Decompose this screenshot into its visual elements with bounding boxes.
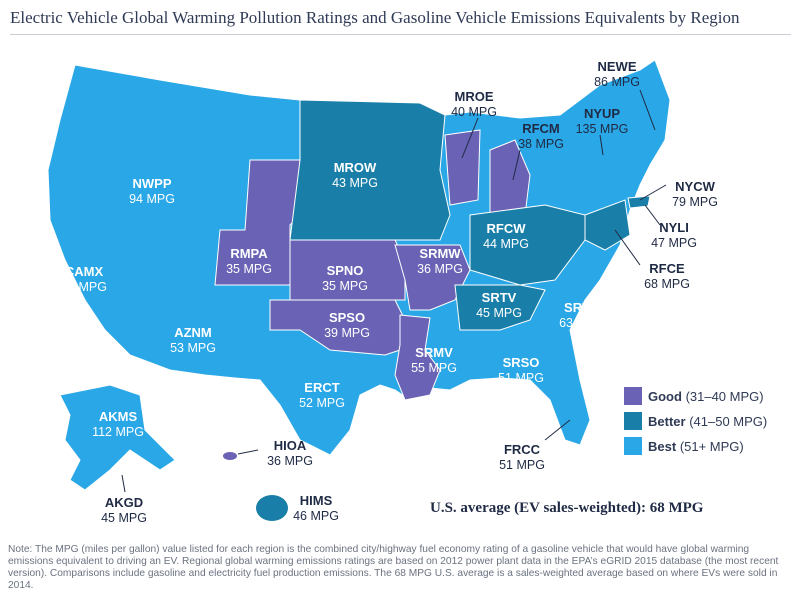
region-mpg-srmv: 55 MPG bbox=[411, 361, 457, 375]
region-label-akgd: AKGD bbox=[105, 495, 143, 510]
region-label-srtv: SRTV bbox=[482, 290, 517, 305]
title-divider bbox=[10, 34, 791, 35]
map-legend: Good (31–40 MPG) Better (41–50 MPG) Best… bbox=[624, 385, 767, 460]
leader-line-nycw bbox=[639, 184, 667, 201]
region-label-nwpp: NWPP bbox=[133, 176, 172, 191]
region-mpg-hims: 46 MPG bbox=[293, 509, 339, 523]
legend-swatch-better bbox=[624, 412, 642, 430]
hawaii-big-island-shape bbox=[256, 495, 288, 521]
region-label-hioa: HIOA bbox=[274, 438, 307, 453]
leader-line-newe bbox=[639, 89, 656, 131]
region-mpg-camx: 87 MPG bbox=[61, 280, 107, 294]
region-label-rfcw: RFCW bbox=[487, 221, 527, 236]
leader-line-nyli bbox=[644, 204, 661, 226]
region-label-nyli: NYLI bbox=[659, 220, 689, 235]
legend-range-best: (51+ MPG) bbox=[679, 438, 744, 454]
region-srmw-shape bbox=[394, 244, 471, 311]
region-rfcm-shape bbox=[489, 139, 531, 216]
region-label-srmv: SRMV bbox=[415, 345, 453, 360]
region-mpg-mrow: 43 MPG bbox=[332, 176, 378, 190]
region-mpg-rfcw: 44 MPG bbox=[483, 237, 529, 251]
region-spso-shape bbox=[269, 299, 406, 356]
region-label-srso: SRSO bbox=[503, 355, 540, 370]
map-title: Electric Vehicle Global Warming Pollutio… bbox=[10, 8, 740, 27]
region-label-spno: SPNO bbox=[327, 263, 364, 278]
region-label-srvc: SRVC bbox=[564, 300, 600, 315]
region-mroe-shape bbox=[444, 129, 481, 206]
hawaii-oahu-shape bbox=[223, 452, 237, 460]
region-rfce-shape bbox=[584, 199, 631, 251]
region-label-rfce: RFCE bbox=[649, 261, 685, 276]
region-label-newe: NEWE bbox=[598, 59, 637, 74]
leader-line-mroe bbox=[461, 117, 479, 159]
region-label-nycw: NYCW bbox=[675, 179, 715, 194]
leader-line-nyup bbox=[599, 134, 604, 156]
region-mpg-frcc: 51 MPG bbox=[499, 458, 545, 472]
region-label-rfcm: RFCM bbox=[522, 121, 560, 136]
region-mpg-rmpa: 35 MPG bbox=[226, 262, 272, 276]
leader-line-hioa bbox=[237, 449, 259, 455]
region-mpg-newe: 86 MPG bbox=[594, 75, 640, 89]
region-srtv-shape bbox=[454, 284, 546, 331]
region-label-srmw: SRMW bbox=[419, 246, 461, 261]
legend-label-better: Better bbox=[648, 413, 686, 429]
region-mpg-srvc: 63 MPG bbox=[559, 316, 605, 330]
region-mpg-srso: 51 MPG bbox=[498, 371, 544, 385]
us-region-map: NWPP 94 MPG CAMX 87 MPG AZNM 53 MPG RMPA… bbox=[47, 59, 718, 525]
alaska-shape bbox=[59, 384, 176, 491]
legend-range-good: (31–40 MPG) bbox=[685, 388, 764, 404]
region-label-mrow: MROW bbox=[334, 160, 377, 175]
region-mpg-nyup: 135 MPG bbox=[576, 122, 629, 136]
region-mpg-spno: 35 MPG bbox=[322, 279, 368, 293]
leader-line-rfcm bbox=[512, 149, 521, 181]
region-mpg-nwpp: 94 MPG bbox=[129, 192, 175, 206]
region-mpg-mroe: 40 MPG bbox=[451, 105, 497, 119]
region-label-mroe: MROE bbox=[455, 89, 494, 104]
footnote: Note: The MPG (miles per gallon) value l… bbox=[8, 544, 779, 591]
region-label-nyup: NYUP bbox=[584, 106, 620, 121]
region-label-frcc: FRCC bbox=[504, 442, 541, 457]
region-mpg-akgd: 45 MPG bbox=[101, 511, 147, 525]
legend-swatch-good bbox=[624, 387, 642, 405]
legend-swatch-best bbox=[624, 437, 642, 455]
region-label-rmpa: RMPA bbox=[230, 246, 268, 261]
legend-item-better: Better (41–50 MPG) bbox=[624, 410, 767, 432]
legend-item-good: Good (31–40 MPG) bbox=[624, 385, 767, 407]
legend-range-better: (41–50 MPG) bbox=[689, 413, 768, 429]
region-label-akms: AKMS bbox=[99, 409, 138, 424]
region-label-camx: CAMX bbox=[65, 264, 104, 279]
region-mpg-erct: 52 MPG bbox=[299, 396, 345, 410]
leader-line-rfce bbox=[614, 229, 641, 266]
region-srmv-purple-shape bbox=[394, 314, 441, 401]
region-rfcw-shape bbox=[469, 204, 586, 286]
us-average-label: U.S. average (EV sales-weighted): 68 MPG bbox=[430, 500, 704, 516]
legend-item-best: Best (51+ MPG) bbox=[624, 435, 767, 457]
region-mpg-nycw: 79 MPG bbox=[672, 195, 718, 209]
region-mpg-rfce: 68 MPG bbox=[644, 277, 690, 291]
region-mpg-akms: 112 MPG bbox=[92, 425, 144, 439]
legend-label-good: Good bbox=[648, 388, 682, 404]
region-label-erct: ERCT bbox=[304, 380, 339, 395]
region-mpg-spso: 39 MPG bbox=[324, 326, 370, 340]
region-mpg-srmw: 36 MPG bbox=[417, 262, 463, 276]
region-mpg-rfcm: 38 MPG bbox=[518, 137, 564, 151]
region-label-hims: HIMS bbox=[300, 493, 333, 508]
region-mpg-hioa: 36 MPG bbox=[267, 454, 313, 468]
leader-line-akgd bbox=[121, 474, 126, 493]
leader-line-frcc bbox=[544, 419, 571, 441]
region-mpg-nyli: 47 MPG bbox=[651, 236, 697, 250]
region-label-aznm: AZNM bbox=[174, 325, 212, 340]
region-mpg-srtv: 45 MPG bbox=[476, 306, 522, 320]
region-nyli-shape bbox=[627, 195, 651, 209]
region-label-spso: SPSO bbox=[329, 310, 365, 325]
region-mrow-shape bbox=[289, 99, 451, 241]
region-mpg-aznm: 53 MPG bbox=[170, 341, 216, 355]
legend-label-best: Best bbox=[648, 438, 677, 454]
